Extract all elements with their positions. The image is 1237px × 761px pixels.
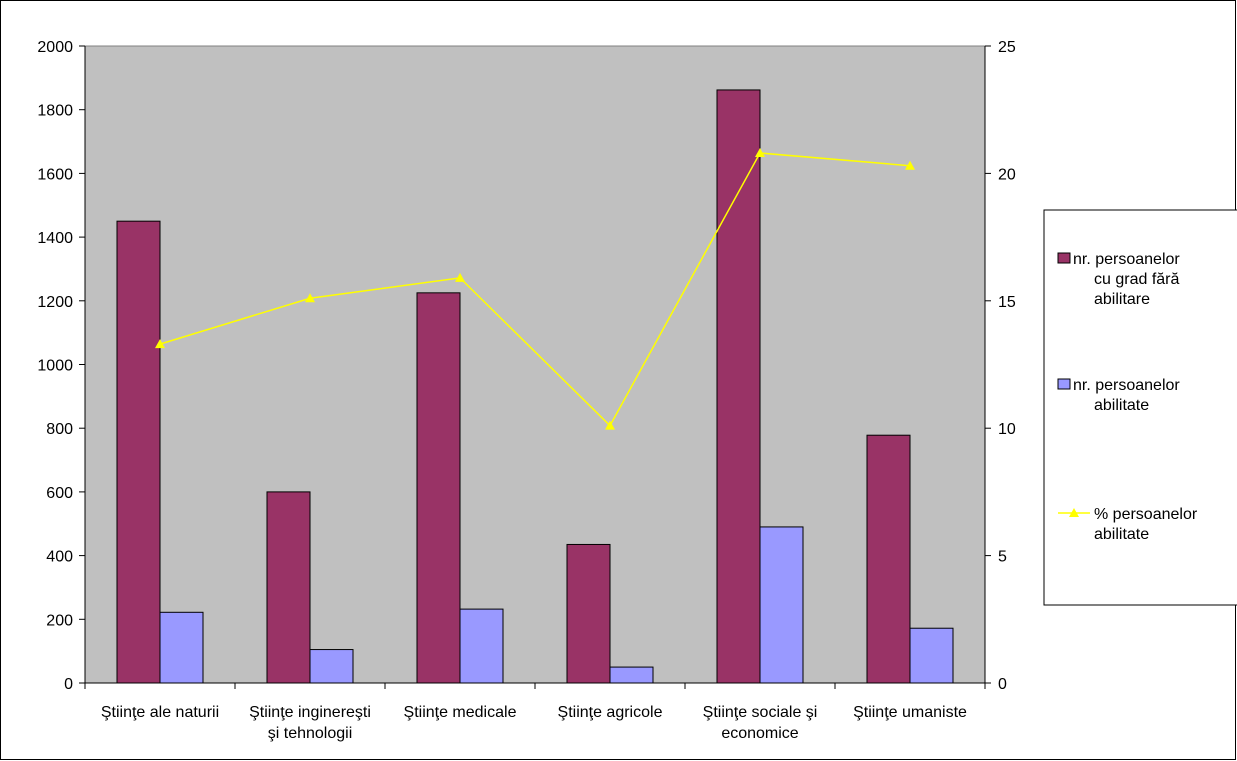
axes-layer: 0 200 400 600 800 1000 1200 1400 1600 1800 2000 0 5 1… xyxy=(37,39,1015,742)
left-tick-label-7: 1400 xyxy=(37,230,73,247)
bar-series1-6 xyxy=(866,434,911,684)
right-tick-label-1: 5 xyxy=(998,549,1007,566)
legend-label-3: % persoanelor abilitate xyxy=(1094,506,1198,543)
left-tick-label-1: 200 xyxy=(46,612,73,629)
bar-series1-4 xyxy=(566,543,611,684)
line-layer xyxy=(155,148,915,430)
legend-label-2: nr. persoanelor abilitate xyxy=(1073,377,1180,414)
x-tick-label-2: Ştiinţe inginereşti şi tehnologii xyxy=(249,704,371,742)
line-point-3 xyxy=(455,272,465,282)
bar-series2-1 xyxy=(159,611,204,684)
x-tick-label-4: Ştiinţe agricole xyxy=(558,704,663,721)
bar-series2-6 xyxy=(909,627,954,684)
bar-series2-4 xyxy=(609,666,654,684)
x-tick-label-1: Ştiinţe ale naturii xyxy=(101,704,219,721)
line-point-5 xyxy=(755,148,765,158)
line-point-4 xyxy=(605,420,615,430)
left-tick-label-5: 1000 xyxy=(37,358,73,375)
left-tick-label-6: 1200 xyxy=(37,294,73,311)
legend-label-1: nr. persoanelor cu grad fără abilitare xyxy=(1073,251,1180,308)
x-tick-label-6: Ştiinţe umaniste xyxy=(853,704,967,721)
line-point-1 xyxy=(155,339,165,349)
bar-series2-2 xyxy=(309,649,354,684)
x-tick-label-5: Ştiinţe sociale şi economice xyxy=(703,704,818,742)
left-tick-label-9: 1800 xyxy=(37,103,73,120)
bar-series1-2 xyxy=(266,491,311,684)
legend-swatch-2 xyxy=(1057,378,1071,390)
bar-series1-3 xyxy=(416,292,461,684)
right-tick-label-0: 0 xyxy=(998,676,1007,693)
left-tick-label-3: 600 xyxy=(46,485,73,502)
left-tick-label-4: 800 xyxy=(46,421,73,438)
bar-series2-3 xyxy=(459,608,504,684)
right-tick-label-4: 20 xyxy=(998,166,1016,183)
right-tick-label-3: 15 xyxy=(998,294,1016,311)
line-series-path xyxy=(159,152,911,427)
line-point-2 xyxy=(305,293,315,303)
line-point-6 xyxy=(905,160,915,170)
plot-area xyxy=(84,45,986,684)
legend-marker-3 xyxy=(1069,508,1079,517)
right-tick-label-5: 25 xyxy=(998,39,1016,56)
legend: nr. persoanelor cu grad fără abilitare nr. … xyxy=(1043,209,1237,606)
right-tick-label-2: 10 xyxy=(998,421,1016,438)
bar-series2-5 xyxy=(759,526,804,684)
left-tick-label-0: 0 xyxy=(64,676,73,693)
x-tick-label-3: Ştiinţe medicale xyxy=(404,704,517,721)
legend-box xyxy=(1043,209,1237,606)
bar-series1-5 xyxy=(716,89,761,684)
legend-swatch-1 xyxy=(1057,252,1071,264)
left-tick-label-8: 1600 xyxy=(37,166,73,183)
left-tick-label-10: 2000 xyxy=(37,39,73,56)
bars-layer xyxy=(116,89,954,684)
left-tick-label-2: 400 xyxy=(46,549,73,566)
bar-series1-1 xyxy=(116,220,161,684)
